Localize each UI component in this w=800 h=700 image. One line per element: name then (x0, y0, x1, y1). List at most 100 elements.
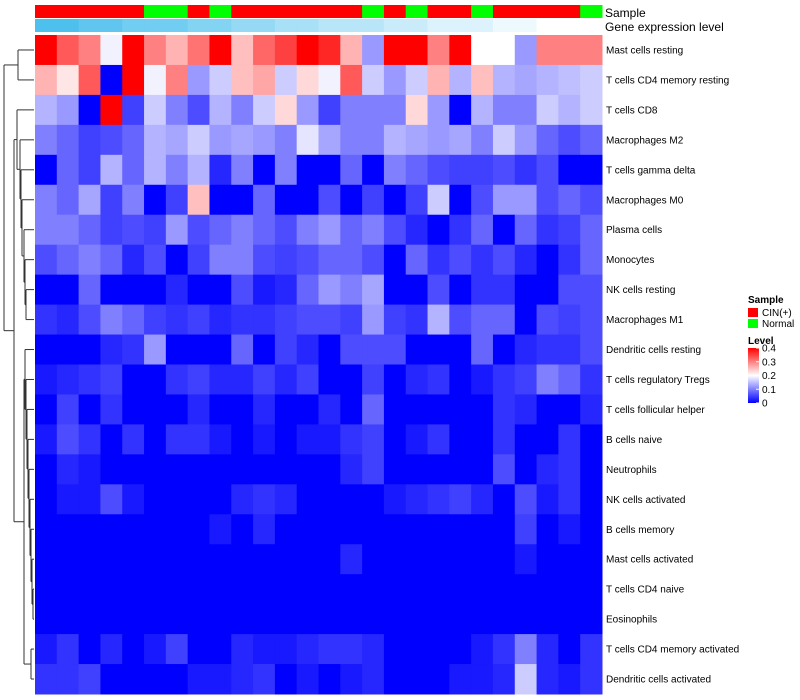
heatmap-cell (536, 634, 559, 665)
heatmap-cell (56, 394, 80, 425)
heatmap-cell (253, 334, 276, 365)
heatmap-cell (405, 394, 429, 425)
heatmap-cell (427, 604, 450, 635)
heatmap-cell (100, 544, 123, 575)
heatmap-cell (253, 544, 276, 575)
heatmap-cell (362, 604, 385, 635)
heatmap-cell (580, 634, 603, 665)
heatmap-cell (209, 484, 232, 515)
heatmap-cell (558, 154, 581, 186)
heatmap-cell (514, 274, 538, 306)
heatmap-cell (492, 94, 516, 126)
heatmap-cell (318, 514, 341, 545)
heatmap-cell (383, 214, 407, 246)
heatmap-cell (274, 35, 298, 66)
heatmap-cell (492, 664, 516, 695)
heatmap-cell (274, 664, 298, 695)
heatmap-cell (78, 544, 101, 575)
heatmap-cell (187, 604, 210, 635)
heatmap-cell (362, 94, 385, 126)
heatmap-cell (471, 604, 494, 635)
heatmap-cell (340, 634, 363, 665)
heatmap-cell (362, 154, 385, 186)
heatmap-cell (78, 35, 101, 66)
heatmap-cell (274, 544, 298, 575)
heatmap-cell (492, 364, 516, 395)
heatmap-cell (56, 124, 80, 156)
expression-annotation-cell (144, 19, 167, 32)
heatmap-cell (56, 154, 80, 186)
heatmap-cell (165, 664, 189, 695)
heatmap-cell (209, 124, 232, 156)
heatmap-cell (187, 214, 210, 246)
heatmap-cell (122, 634, 145, 665)
row-label: Monocytes (606, 255, 654, 266)
row-label: NK cells resting (606, 285, 675, 296)
heatmap-cell (165, 394, 189, 425)
heatmap-cell (471, 124, 494, 156)
heatmap-cell (514, 35, 538, 66)
heatmap-cell (209, 304, 232, 336)
heatmap-cell (122, 484, 145, 515)
heatmap-cell (536, 274, 559, 306)
heatmap-cell (558, 514, 581, 545)
heatmap-cell (514, 64, 538, 96)
heatmap-cell (427, 514, 450, 545)
heatmap-cell (318, 604, 341, 635)
heatmap-cell (536, 424, 559, 455)
heatmap-cell (383, 334, 407, 365)
heatmap-cell (558, 304, 581, 336)
heatmap-cell (122, 364, 145, 395)
heatmap-cell (471, 364, 494, 395)
heatmap-cell (471, 394, 494, 425)
heatmap-cell (122, 244, 145, 276)
heatmap-cell (449, 484, 472, 515)
heatmap-cell (383, 454, 407, 485)
legend-swatch-cin (748, 308, 758, 317)
heatmap-cell (449, 634, 472, 665)
heatmap-cell (536, 244, 559, 276)
heatmap-cell (427, 364, 450, 395)
heatmap-cell (514, 184, 538, 216)
heatmap-cell (405, 424, 429, 455)
heatmap-cell (209, 604, 232, 635)
heatmap-cell (558, 364, 581, 395)
row-label: Dendritic cells activated (606, 675, 711, 686)
heatmap-cell (187, 484, 210, 515)
heatmap-cell (144, 544, 167, 575)
heatmap-cell (580, 244, 603, 276)
heatmap-cell (78, 274, 101, 306)
heatmap-cell (318, 394, 341, 425)
heatmap-cell (35, 514, 58, 545)
heatmap-cell (35, 244, 58, 276)
heatmap-cell (144, 424, 167, 455)
heatmap-cell (296, 424, 319, 455)
heatmap-cell (253, 124, 276, 156)
heatmap-cell (100, 214, 123, 246)
sample-annotation-cell (56, 5, 80, 18)
row-label: B cells memory (606, 525, 674, 536)
heatmap-cell (231, 634, 254, 665)
heatmap-cell (231, 154, 254, 186)
heatmap-cell (144, 274, 167, 306)
heatmap-cell (449, 64, 472, 96)
heatmap-cell (100, 454, 123, 485)
heatmap-cell (253, 35, 276, 66)
heatmap-cell (144, 94, 167, 126)
heatmap-cell (318, 94, 341, 126)
heatmap-cell (427, 244, 450, 276)
heatmap-cell (427, 484, 450, 515)
heatmap-cell (35, 64, 58, 96)
heatmap-cell (231, 244, 254, 276)
heatmap-cell (144, 514, 167, 545)
heatmap-cell (580, 64, 603, 96)
heatmap-cell (580, 544, 603, 575)
heatmap-cell (580, 424, 603, 455)
heatmap-cell (35, 154, 58, 186)
heatmap-cell (100, 634, 123, 665)
heatmap-cell (296, 184, 319, 216)
sample-annotation-cell (449, 5, 472, 18)
heatmap-cell (209, 364, 232, 395)
sample-annotation-cell (383, 5, 407, 18)
